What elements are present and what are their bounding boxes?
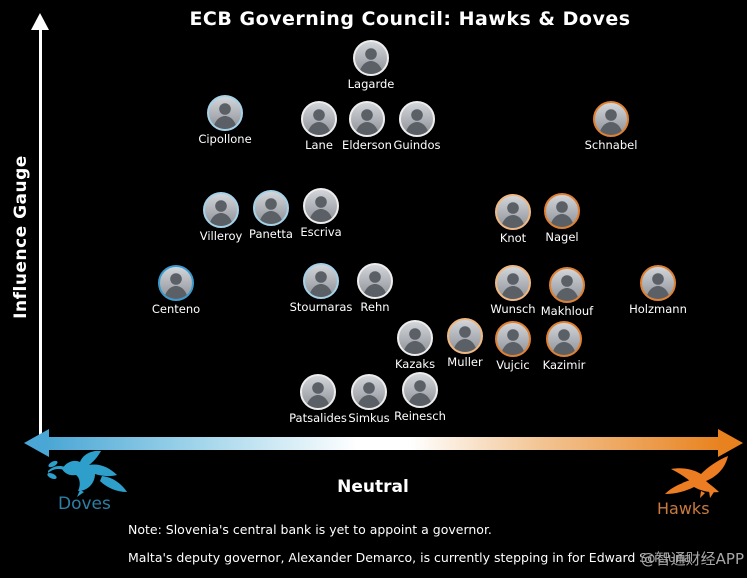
y-axis-line bbox=[39, 28, 42, 440]
chart-title: ECB Governing Council: Hawks & Doves bbox=[189, 8, 631, 30]
council-member-name: Kazimir bbox=[542, 358, 586, 372]
up-arrow-icon bbox=[31, 13, 49, 30]
council-member-avatar bbox=[158, 265, 194, 301]
council-member-avatar bbox=[203, 192, 239, 228]
footnote-malta: Malta's deputy governor, Alexander Demar… bbox=[128, 550, 692, 565]
council-member-name: Simkus bbox=[348, 411, 390, 425]
council-member-name: Patsalides bbox=[289, 411, 347, 425]
council-member-avatar bbox=[544, 193, 580, 229]
council-member-avatar bbox=[303, 188, 339, 224]
council-member-name: Schnabel bbox=[584, 138, 638, 152]
council-member-avatar bbox=[495, 194, 531, 230]
council-member-avatar bbox=[349, 101, 385, 137]
footnote-slovenia: Note: Slovenia's central bank is yet to … bbox=[128, 522, 492, 537]
council-member-name: Wunsch bbox=[490, 302, 536, 316]
council-member-name: Escriva bbox=[300, 225, 342, 239]
left-arrowhead-icon bbox=[24, 429, 49, 457]
council-member-name: Knot bbox=[499, 231, 527, 245]
council-member-avatar bbox=[399, 101, 435, 137]
council-member-avatar bbox=[640, 265, 676, 301]
council-member-avatar bbox=[397, 320, 433, 356]
council-member-name: Lane bbox=[305, 138, 333, 152]
council-member-avatar bbox=[207, 95, 243, 131]
council-member-name: Kazaks bbox=[394, 357, 436, 371]
council-member-name: Stournaras bbox=[289, 300, 353, 314]
council-member-avatar bbox=[593, 101, 629, 137]
hawks-axis-label: Hawks bbox=[657, 499, 710, 518]
council-member-name: Centeno bbox=[151, 302, 201, 316]
council-member-name: Panetta bbox=[249, 227, 293, 241]
council-member-avatar bbox=[351, 374, 387, 410]
doves-axis-label: Doves bbox=[58, 494, 111, 514]
council-member-name: Muller bbox=[447, 355, 483, 369]
council-member-name: Rehn bbox=[360, 300, 390, 314]
hawk-icon bbox=[665, 456, 728, 498]
neutral-axis-label: Neutral bbox=[337, 477, 409, 497]
council-member-avatar bbox=[253, 190, 289, 226]
council-member-avatar bbox=[353, 40, 389, 76]
watermark: @智通财经APP bbox=[640, 548, 744, 569]
council-member-avatar bbox=[300, 374, 336, 410]
council-member-avatar bbox=[357, 263, 393, 299]
council-member-name: Cipollone bbox=[198, 132, 252, 146]
right-arrowhead-icon bbox=[718, 429, 743, 457]
council-member-name: Elderson bbox=[342, 138, 392, 152]
council-member-name: Guindos bbox=[393, 138, 441, 152]
council-member-name: Holzmann bbox=[629, 302, 687, 316]
council-member-avatar bbox=[303, 263, 339, 299]
council-member-avatar bbox=[402, 372, 438, 408]
council-member-name: Reinesch bbox=[394, 409, 446, 423]
spectrum-arrow bbox=[46, 437, 722, 450]
council-member-name: Nagel bbox=[545, 230, 579, 244]
council-member-name: Makhlouf bbox=[540, 304, 594, 318]
council-member-name: Villeroy bbox=[199, 229, 243, 243]
council-member-avatar bbox=[495, 265, 531, 301]
council-member-avatar bbox=[447, 318, 483, 354]
council-member-name: Vujcic bbox=[496, 358, 530, 372]
council-member-avatar bbox=[546, 321, 582, 357]
council-member-name: Lagarde bbox=[347, 77, 395, 91]
dove-icon bbox=[47, 450, 127, 497]
council-member-avatar bbox=[495, 321, 531, 357]
council-member-avatar bbox=[549, 267, 585, 303]
council-member-avatar bbox=[301, 101, 337, 137]
